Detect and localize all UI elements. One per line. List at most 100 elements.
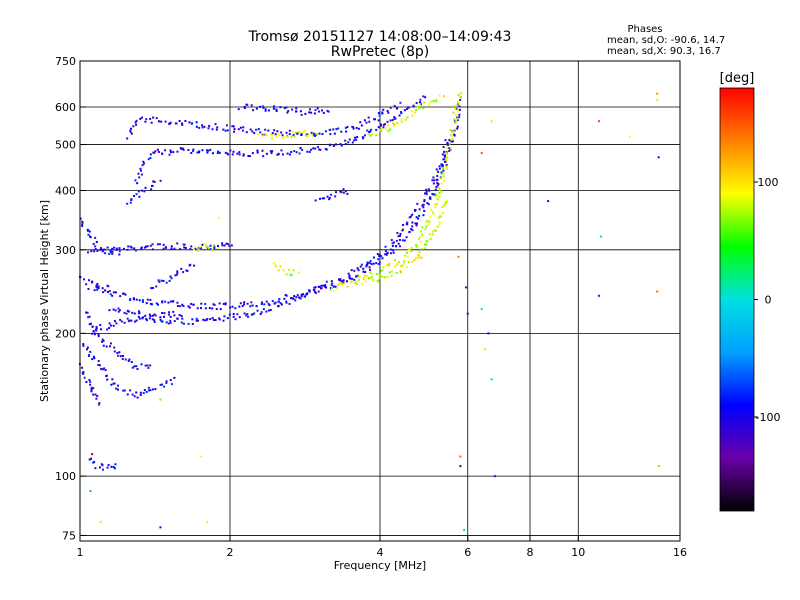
trace-point <box>454 122 457 125</box>
trace-point <box>149 314 152 317</box>
trace-point <box>281 136 284 139</box>
trace-point <box>445 152 448 155</box>
trace-point <box>406 255 409 258</box>
trace-point <box>203 125 206 128</box>
trace-point <box>450 140 453 143</box>
trace-point <box>181 123 184 126</box>
trace-point <box>381 275 384 278</box>
y-tick-label: 400 <box>55 185 76 198</box>
trace-point <box>439 215 442 218</box>
trace-point <box>149 389 152 392</box>
trace-point <box>259 105 262 108</box>
trace-point <box>384 249 387 252</box>
trace-point <box>176 304 179 307</box>
isolated-point <box>457 255 460 258</box>
trace-point <box>176 301 179 304</box>
trace-point <box>169 321 172 324</box>
trace-point <box>275 135 278 138</box>
trace-point <box>365 264 368 267</box>
isolated-point <box>547 200 550 203</box>
trace-point <box>300 293 303 296</box>
trace-point <box>363 134 366 137</box>
trace-point <box>277 305 280 308</box>
trace-point <box>298 152 301 155</box>
trace-point <box>116 384 119 387</box>
trace-point <box>93 461 96 464</box>
trace-point <box>442 166 445 169</box>
trace-point <box>87 251 90 254</box>
trace-point <box>357 275 360 278</box>
trace-point <box>171 300 174 303</box>
trace-point <box>255 305 258 308</box>
trace-point <box>113 350 116 353</box>
colorbar-label: [deg] <box>720 71 755 86</box>
trace-point <box>139 169 142 172</box>
trace-point <box>338 282 341 285</box>
trace-point <box>376 273 379 276</box>
trace-point <box>395 239 398 242</box>
trace-point <box>270 133 273 136</box>
trace-point <box>97 285 100 288</box>
trace-point <box>377 119 380 122</box>
trace-point <box>328 197 331 200</box>
trace-point <box>451 138 454 141</box>
trace-point <box>400 118 403 121</box>
trace-point <box>388 271 391 274</box>
trace-point <box>375 262 378 265</box>
trace-point <box>88 458 91 461</box>
trace-point <box>151 388 154 391</box>
trace-point <box>143 162 146 165</box>
trace-point <box>335 286 338 289</box>
trace-point <box>367 133 370 136</box>
trace-point <box>151 314 154 317</box>
trace-point <box>445 165 448 168</box>
trace-point <box>280 303 283 306</box>
trace-point <box>446 146 449 149</box>
trace-point <box>112 382 115 385</box>
trace-point <box>288 129 291 132</box>
trace-point <box>412 104 415 107</box>
trace-point <box>81 224 84 227</box>
trace-point <box>198 126 201 129</box>
trace-point <box>444 202 447 205</box>
trace-point <box>151 248 154 251</box>
trace-point <box>173 314 176 317</box>
trace-point <box>182 148 185 151</box>
trace-point <box>209 148 212 151</box>
trace-point <box>149 364 152 367</box>
trace-point <box>222 319 225 322</box>
trace-point <box>104 289 107 292</box>
trace-point <box>204 319 207 322</box>
trace-point <box>420 256 423 259</box>
trace-point <box>237 128 240 131</box>
trace-point <box>305 293 308 296</box>
trace-point <box>233 130 236 133</box>
trace-point <box>118 351 121 354</box>
trace-point <box>99 323 102 326</box>
trace-point <box>346 285 349 288</box>
trace-point <box>410 110 413 113</box>
trace-point <box>176 317 179 320</box>
trace-point <box>187 305 190 308</box>
trace-point <box>441 206 444 209</box>
trace-point <box>437 198 440 201</box>
trace-point <box>406 116 409 119</box>
trace-point <box>246 313 249 316</box>
trace-point <box>117 307 120 310</box>
trace-point <box>149 117 152 120</box>
trace-point <box>350 269 353 272</box>
trace-point <box>438 94 441 97</box>
trace-point <box>91 280 94 283</box>
trace-point <box>209 244 212 247</box>
trace-point <box>407 106 410 109</box>
trace-point <box>144 314 147 317</box>
trace-point <box>271 150 274 153</box>
trace-point <box>437 183 440 186</box>
chart-subtitle: RwPretec (8p) <box>331 44 429 60</box>
x-tick-label: 4 <box>377 546 384 559</box>
trace-point <box>224 302 227 305</box>
trace-point <box>454 128 457 131</box>
trace-point <box>429 196 432 199</box>
trace-point <box>87 316 90 319</box>
trace-point <box>90 386 93 389</box>
